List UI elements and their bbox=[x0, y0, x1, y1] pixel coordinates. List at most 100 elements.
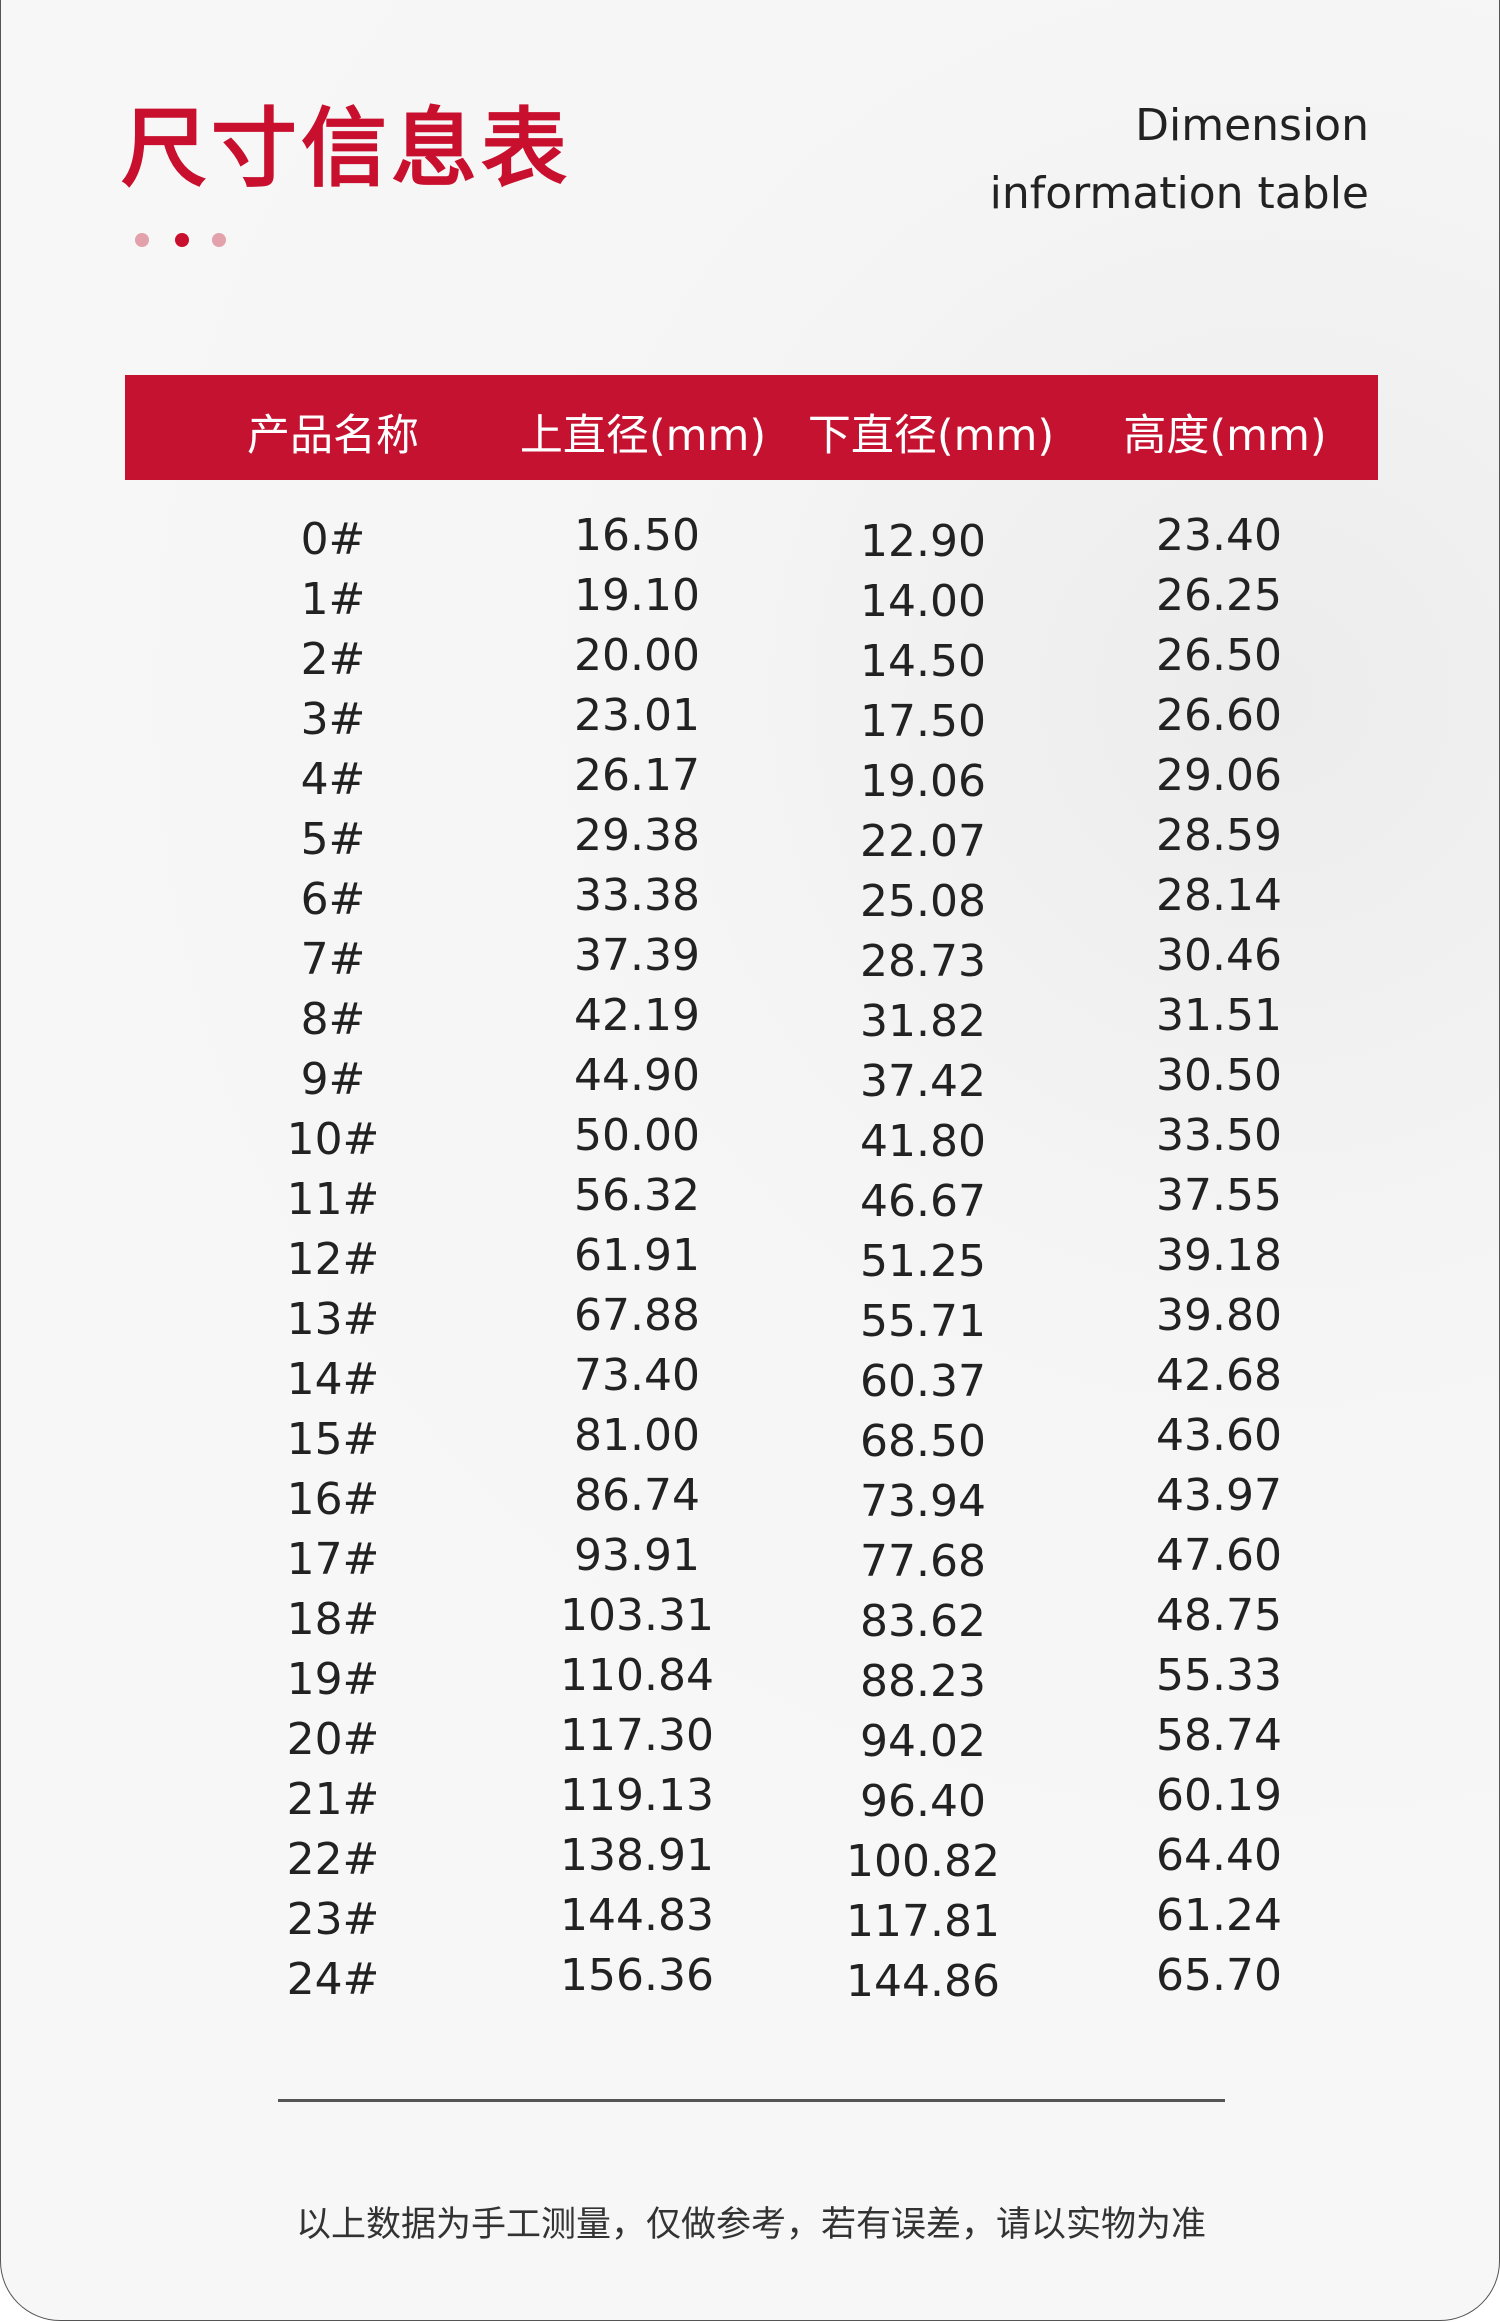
table-row: 18# 103.31 83.62 48.75 bbox=[1, 1590, 1499, 1654]
cell-top-diameter: 81.00 bbox=[574, 1410, 700, 1461]
cell-height: 26.25 bbox=[1156, 570, 1282, 621]
cell-top-diameter: 29.38 bbox=[574, 810, 700, 861]
page-title: 尺寸信息表 bbox=[121, 99, 571, 199]
cell-bottom-diameter: 12.90 bbox=[860, 516, 986, 567]
cell-top-diameter: 110.84 bbox=[560, 1650, 714, 1701]
cell-product-name: 9# bbox=[300, 1054, 366, 1105]
table-row: 22# 138.91 100.82 64.40 bbox=[1, 1830, 1499, 1894]
cell-height: 30.50 bbox=[1156, 1050, 1282, 1101]
table-row: 7# 37.39 28.73 30.46 bbox=[1, 930, 1499, 994]
cell-bottom-diameter: 60.37 bbox=[860, 1356, 986, 1407]
cell-bottom-diameter: 19.06 bbox=[860, 756, 986, 807]
cell-bottom-diameter: 96.40 bbox=[860, 1776, 986, 1827]
cell-product-name: 4# bbox=[300, 754, 366, 805]
decorative-dot-active bbox=[175, 233, 189, 247]
table-row: 8# 42.19 31.82 31.51 bbox=[1, 990, 1499, 1054]
cell-top-diameter: 156.36 bbox=[560, 1950, 714, 2001]
cell-bottom-diameter: 144.86 bbox=[846, 1956, 1000, 2007]
cell-bottom-diameter: 68.50 bbox=[860, 1416, 986, 1467]
cell-top-diameter: 50.00 bbox=[574, 1110, 700, 1161]
table-row: 15# 81.00 68.50 43.60 bbox=[1, 1410, 1499, 1474]
cell-height: 65.70 bbox=[1156, 1950, 1282, 2001]
table-row: 12# 61.91 51.25 39.18 bbox=[1, 1230, 1499, 1294]
table-row: 5# 29.38 22.07 28.59 bbox=[1, 810, 1499, 874]
cell-bottom-diameter: 94.02 bbox=[860, 1716, 986, 1767]
cell-height: 42.68 bbox=[1156, 1350, 1282, 1401]
column-header-height: 高度(mm) bbox=[1123, 411, 1327, 461]
cell-top-diameter: 56.32 bbox=[574, 1170, 700, 1221]
cell-height: 39.18 bbox=[1156, 1230, 1282, 1281]
cell-top-diameter: 93.91 bbox=[574, 1530, 700, 1581]
cell-height: 48.75 bbox=[1156, 1590, 1282, 1641]
cell-bottom-diameter: 14.00 bbox=[860, 576, 986, 627]
cell-product-name: 14# bbox=[286, 1354, 380, 1405]
cell-bottom-diameter: 83.62 bbox=[860, 1596, 986, 1647]
cell-height: 47.60 bbox=[1156, 1530, 1282, 1581]
cell-top-diameter: 42.19 bbox=[574, 990, 700, 1041]
cell-bottom-diameter: 25.08 bbox=[860, 876, 986, 927]
table-row: 19# 110.84 88.23 55.33 bbox=[1, 1650, 1499, 1714]
divider bbox=[278, 2099, 1225, 2102]
table-row: 11# 56.32 46.67 37.55 bbox=[1, 1170, 1499, 1234]
cell-product-name: 19# bbox=[286, 1654, 380, 1705]
cell-height: 39.80 bbox=[1156, 1290, 1282, 1341]
cell-product-name: 15# bbox=[286, 1414, 380, 1465]
cell-top-diameter: 103.31 bbox=[560, 1590, 714, 1641]
table-row: 14# 73.40 60.37 42.68 bbox=[1, 1350, 1499, 1414]
subtitle-line-1: Dimension bbox=[1135, 100, 1369, 151]
cell-product-name: 0# bbox=[300, 514, 366, 565]
table-row: 24# 156.36 144.86 65.70 bbox=[1, 1950, 1499, 2014]
cell-top-diameter: 61.91 bbox=[574, 1230, 700, 1281]
table-row: 3# 23.01 17.50 26.60 bbox=[1, 690, 1499, 754]
subtitle-line-2: information table bbox=[989, 168, 1369, 219]
cell-height: 26.60 bbox=[1156, 690, 1282, 741]
table-row: 10# 50.00 41.80 33.50 bbox=[1, 1110, 1499, 1174]
cell-bottom-diameter: 117.81 bbox=[846, 1896, 1000, 1947]
column-header-top-diameter: 上直径(mm) bbox=[519, 411, 767, 461]
cell-bottom-diameter: 41.80 bbox=[860, 1116, 986, 1167]
cell-product-name: 2# bbox=[300, 634, 366, 685]
cell-top-diameter: 73.40 bbox=[574, 1350, 700, 1401]
cell-top-diameter: 19.10 bbox=[574, 570, 700, 621]
cell-height: 55.33 bbox=[1156, 1650, 1282, 1701]
cell-product-name: 6# bbox=[300, 874, 366, 925]
cell-height: 60.19 bbox=[1156, 1770, 1282, 1821]
cell-bottom-diameter: 14.50 bbox=[860, 636, 986, 687]
cell-product-name: 11# bbox=[286, 1174, 380, 1225]
table-row: 4# 26.17 19.06 29.06 bbox=[1, 750, 1499, 814]
cell-top-diameter: 37.39 bbox=[574, 930, 700, 981]
cell-top-diameter: 86.74 bbox=[574, 1470, 700, 1521]
decorative-dot bbox=[212, 233, 226, 247]
cell-top-diameter: 117.30 bbox=[560, 1710, 714, 1761]
cell-top-diameter: 16.50 bbox=[574, 510, 700, 561]
cell-bottom-diameter: 31.82 bbox=[860, 996, 986, 1047]
cell-height: 28.59 bbox=[1156, 810, 1282, 861]
disclaimer-note: 以上数据为手工测量，仅做参考，若有误差，请以实物为准 bbox=[295, 2205, 1206, 2245]
cell-height: 58.74 bbox=[1156, 1710, 1282, 1761]
cell-bottom-diameter: 73.94 bbox=[860, 1476, 986, 1527]
cell-product-name: 10# bbox=[286, 1114, 380, 1165]
cell-product-name: 5# bbox=[300, 814, 366, 865]
cell-top-diameter: 44.90 bbox=[574, 1050, 700, 1101]
cell-product-name: 3# bbox=[300, 694, 366, 745]
cell-bottom-diameter: 37.42 bbox=[860, 1056, 986, 1107]
cell-height: 43.60 bbox=[1156, 1410, 1282, 1461]
cell-product-name: 18# bbox=[286, 1594, 380, 1645]
cell-height: 23.40 bbox=[1156, 510, 1282, 561]
cell-product-name: 24# bbox=[286, 1954, 380, 2005]
cell-height: 30.46 bbox=[1156, 930, 1282, 981]
cell-product-name: 16# bbox=[286, 1474, 380, 1525]
cell-height: 33.50 bbox=[1156, 1110, 1282, 1161]
table-row: 21# 119.13 96.40 60.19 bbox=[1, 1770, 1499, 1834]
cell-height: 28.14 bbox=[1156, 870, 1282, 921]
cell-product-name: 23# bbox=[286, 1894, 380, 1945]
cell-top-diameter: 138.91 bbox=[560, 1830, 714, 1881]
column-header-product: 产品名称 bbox=[247, 411, 419, 461]
cell-bottom-diameter: 22.07 bbox=[860, 816, 986, 867]
cell-top-diameter: 119.13 bbox=[560, 1770, 714, 1821]
table-row: 17# 93.91 77.68 47.60 bbox=[1, 1530, 1499, 1594]
cell-top-diameter: 20.00 bbox=[574, 630, 700, 681]
cell-height: 64.40 bbox=[1156, 1830, 1282, 1881]
cell-product-name: 8# bbox=[300, 994, 366, 1045]
